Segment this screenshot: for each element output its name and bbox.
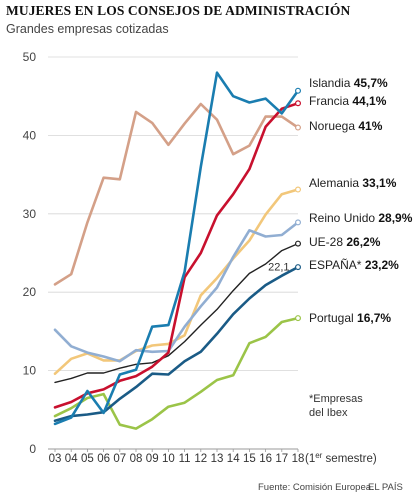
y-tick-label: 40 xyxy=(23,128,37,142)
series-layer xyxy=(53,71,302,430)
chart-title: MUJERES EN LOS CONSEJOS DE ADMINISTRACIÓ… xyxy=(6,3,351,18)
x-tick-label: 15 xyxy=(243,453,256,465)
x-tick-label: 13 xyxy=(211,453,224,465)
x-tick-label: 09 xyxy=(146,453,159,465)
series-line-portugal xyxy=(53,316,300,430)
series-end-marker xyxy=(295,186,302,193)
series-line-espa-a xyxy=(53,265,300,423)
x-tick-label: 03 xyxy=(49,453,62,465)
series-end-marker xyxy=(295,264,302,271)
chart-subtitle: Grandes empresas cotizadas xyxy=(6,22,169,36)
series-line-francia xyxy=(53,102,300,409)
legend-label-francia: Francia 44,1% xyxy=(309,94,387,108)
brand-label: EL PAÍS xyxy=(368,482,403,493)
x-tick-label: 07 xyxy=(113,453,126,465)
series-end-marker xyxy=(295,87,302,94)
series-end-marker xyxy=(295,240,302,247)
x-tick-label: 04 xyxy=(65,453,78,465)
legend-label-noruega: Noruega 41% xyxy=(309,119,383,133)
label-layer: Islandia 45,7% Francia 44,1% Noruega 41% Al… xyxy=(268,76,413,419)
x-tick-label: 14 xyxy=(227,453,240,465)
x-tick-label: 11 xyxy=(179,453,191,465)
spain-2017-value-label: 22,1 xyxy=(268,262,289,274)
footnote-line-2: del Ibex xyxy=(309,407,348,419)
x-tick-label: 17 xyxy=(275,453,288,465)
source-note: Fuente: Comisión Europea. xyxy=(258,482,374,493)
series-end-marker xyxy=(295,315,302,322)
y-tick-label: 50 xyxy=(23,50,37,64)
series-line-reino-unido xyxy=(53,221,300,363)
x-tick-label: 10 xyxy=(162,453,175,465)
legend-label-islandia: Islandia 45,7% xyxy=(309,76,388,90)
y-tick-label: 10 xyxy=(23,364,37,378)
x-tick-label: 05 xyxy=(81,453,94,465)
x-tick-label: 06 xyxy=(97,453,110,465)
y-tick-label: 20 xyxy=(23,285,37,299)
y-tick-label: 0 xyxy=(29,442,36,456)
legend-label-alemania: Alemania 33,1% xyxy=(309,176,397,190)
x-axis-note: (1er semestre) xyxy=(305,451,377,465)
series-end-marker xyxy=(295,219,302,226)
footnote-line-1: *Empresas xyxy=(309,393,363,405)
series-end-marker xyxy=(295,100,302,107)
legend-label-portugal: Portugal 16,7% xyxy=(309,311,391,325)
series-end-marker xyxy=(295,124,302,131)
legend-label-espa-a: ESPAÑA* 23,2% xyxy=(309,258,399,272)
legend-label-reino-unido: Reino Unido 28,9% xyxy=(309,211,413,225)
series-line-islandia xyxy=(53,71,300,426)
x-tick-label: 18 xyxy=(292,453,305,465)
x-tick-label: 16 xyxy=(259,453,272,465)
series-line-noruega xyxy=(53,102,300,286)
series-line-ue-28 xyxy=(54,242,299,384)
x-tick-label: 12 xyxy=(194,453,207,465)
y-tick-label: 30 xyxy=(23,207,37,221)
x-tick-label: 08 xyxy=(130,453,143,465)
legend-label-ue-28: UE-28 26,2% xyxy=(309,235,381,249)
series-line-alemania xyxy=(53,188,300,376)
